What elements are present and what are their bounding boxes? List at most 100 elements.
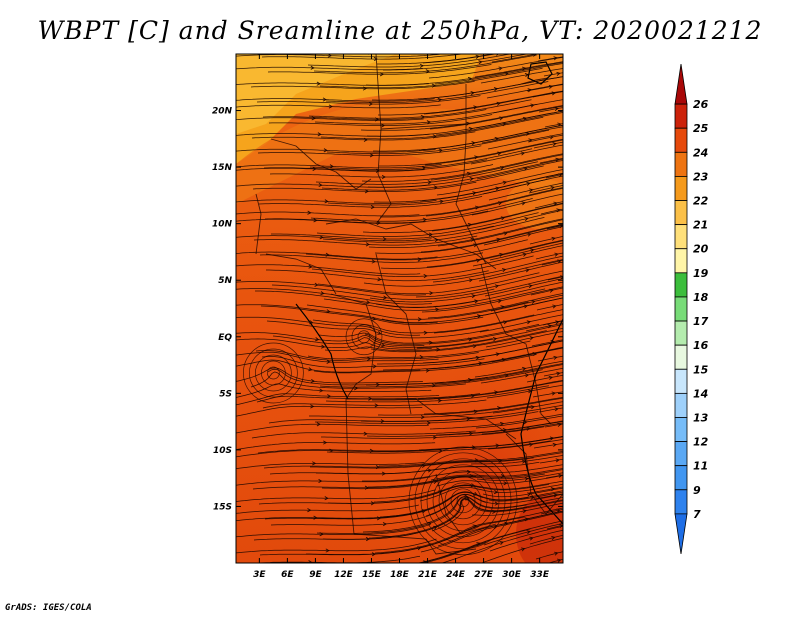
colorbar-swatch [674,489,688,515]
streamline-arrow [530,248,535,253]
streamline [529,236,563,245]
streamline-arrow [526,320,531,325]
streamline [253,235,478,246]
streamline-arrow [527,492,532,497]
streamline-arrow [499,252,504,257]
vortex-ring-2 [261,360,286,386]
streamline-arrow [499,116,504,121]
streamline-arrow [496,237,501,242]
streamline-arrow [428,232,433,237]
streamline-arrow [373,57,379,62]
streamline [236,338,432,350]
streamline [236,281,427,296]
streamline-arrow [552,442,557,447]
streamline [236,211,420,217]
streamline-arrow [423,274,428,279]
colorbar-label: 24 [693,146,708,159]
streamline [437,510,563,547]
streamline [252,555,421,563]
streamline [532,391,563,398]
streamline-arrow [429,291,434,296]
streamline [532,40,570,46]
streamline-arrow [497,406,502,411]
streamline [366,110,563,137]
streamline [270,494,487,526]
streamline-arrow [316,422,321,427]
streamline [325,81,549,103]
streamline-arrow [323,148,328,153]
streamline-arrow [494,501,499,506]
streamline-arrow [556,71,561,76]
streamline-arrow [478,361,483,366]
streamline [368,498,563,539]
streamline [256,393,481,403]
streamline-arrow [417,257,422,262]
streamline-arrow [502,180,508,185]
streamline [423,91,563,115]
streamline [425,493,563,517]
streamline [308,99,532,119]
streamline-arrow [365,242,370,247]
streamline-arrow [380,123,386,128]
streamline-arrow [466,416,471,421]
streamline [429,105,563,130]
streamline-arrow [553,201,558,206]
streamline-arrow [308,264,313,269]
streamline [421,286,563,313]
streamline-arrow [366,356,372,361]
streamline-arrow [474,155,479,160]
streamline [475,415,563,429]
streamline [436,169,563,196]
streamline [262,109,487,120]
streamline [486,83,563,99]
streamline [361,153,563,182]
streamline-arrow [494,284,500,289]
streamline [417,76,563,100]
streamline [322,217,545,243]
streamline [252,181,477,192]
streamline-arrow [370,205,375,210]
vortex-ring-3 [345,318,383,356]
vortex-ring-1 [450,488,476,514]
streamline [435,112,563,136]
streamline-arrow [529,188,534,193]
streamline-arrow [329,164,334,169]
streamline [317,272,540,295]
streamline [436,475,563,487]
streamline-arrow [548,84,554,89]
streamline [429,413,563,430]
streamline [378,90,563,116]
colorbar-label: 18 [693,291,709,304]
streamline-arrow [321,344,326,349]
streamline [236,235,432,242]
streamline-arrow [496,54,499,56]
colorbar-max-triangle [674,63,688,105]
streamline-arrow [377,277,382,282]
streamline-arrow [319,532,324,537]
streamline [434,63,563,85]
streamline-arrow [468,126,474,131]
country-border-4 [380,123,467,130]
streamline-arrow [313,515,318,520]
streamline-arrow [531,299,536,304]
streamline [236,538,437,554]
streamline [480,367,563,384]
vortex-ring-1 [408,446,518,556]
streamline [306,301,529,320]
x-tick-label: 24E [446,570,466,580]
streamline [271,284,495,300]
streamline [236,164,442,169]
streamline [375,281,563,308]
northeast-coast-island [527,61,553,85]
streamline [268,114,493,126]
streamline [313,354,537,374]
y-tick-label: 5N [218,276,232,286]
streamline [481,126,563,144]
streamline-arrow [473,491,478,496]
streamline [423,396,563,415]
streamline [307,54,513,68]
streamline [236,489,436,502]
streamline-arrow [418,49,421,52]
streamline [236,462,425,470]
streamline [257,145,482,156]
